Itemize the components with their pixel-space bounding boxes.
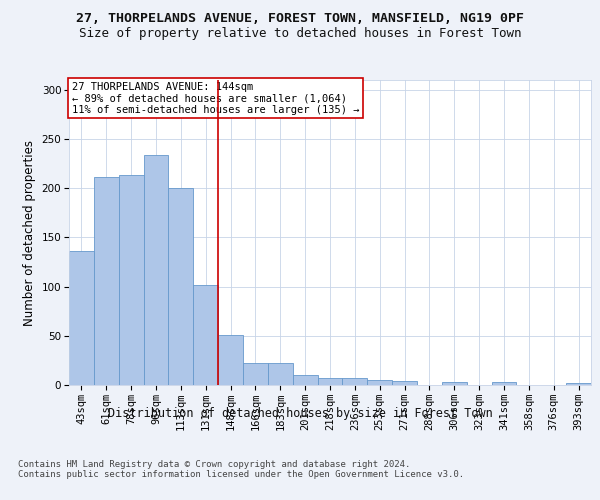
Bar — [293, 375, 317, 385]
Bar — [143, 155, 169, 385]
Bar — [343, 378, 367, 385]
Bar — [442, 382, 467, 385]
Bar — [491, 382, 517, 385]
Text: Size of property relative to detached houses in Forest Town: Size of property relative to detached ho… — [79, 28, 521, 40]
Bar — [268, 364, 293, 385]
Bar — [169, 188, 193, 385]
Bar — [243, 364, 268, 385]
Bar — [317, 378, 343, 385]
Y-axis label: Number of detached properties: Number of detached properties — [23, 140, 36, 326]
Bar — [367, 380, 392, 385]
Text: 27, THORPELANDS AVENUE, FOREST TOWN, MANSFIELD, NG19 0PF: 27, THORPELANDS AVENUE, FOREST TOWN, MAN… — [76, 12, 524, 26]
Bar — [218, 335, 243, 385]
Bar — [392, 381, 417, 385]
Bar — [119, 176, 143, 385]
Bar — [193, 284, 218, 385]
Text: 27 THORPELANDS AVENUE: 144sqm
← 89% of detached houses are smaller (1,064)
11% o: 27 THORPELANDS AVENUE: 144sqm ← 89% of d… — [71, 82, 359, 114]
Bar — [69, 251, 94, 385]
Text: Contains HM Land Registry data © Crown copyright and database right 2024.
Contai: Contains HM Land Registry data © Crown c… — [18, 460, 464, 479]
Bar — [566, 383, 591, 385]
Bar — [94, 178, 119, 385]
Text: Distribution of detached houses by size in Forest Town: Distribution of detached houses by size … — [107, 408, 493, 420]
